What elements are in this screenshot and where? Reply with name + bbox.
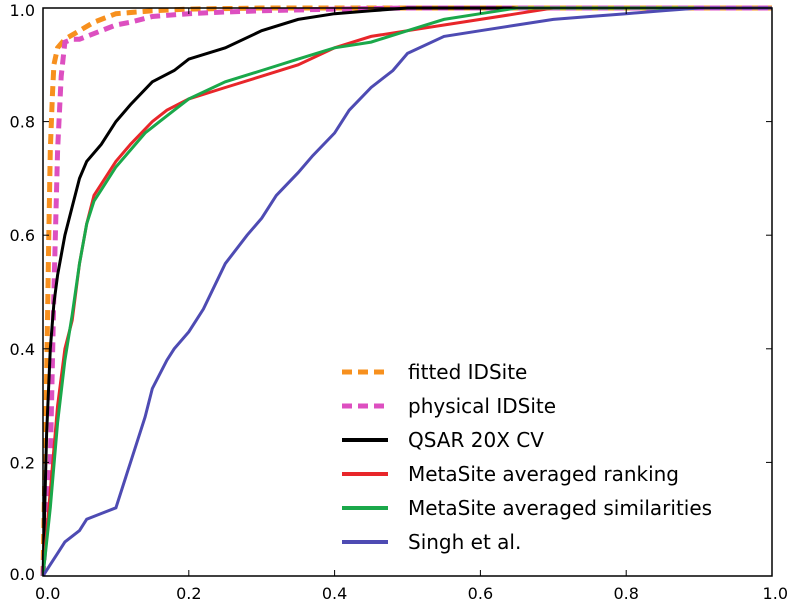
series-line-5 (41, 6, 772, 577)
legend-label-4: MetaSite averaged similarities (408, 496, 712, 520)
y-tick-label: 0.0 (10, 565, 35, 584)
x-tick-label: 0.2 (176, 584, 201, 603)
y-tick-label: 0.2 (10, 453, 35, 472)
y-tick-label: 0.8 (10, 113, 35, 132)
legend-label-3: MetaSite averaged ranking (408, 462, 679, 486)
series-line-0 (40, 5, 772, 577)
legend-label-1: physical IDSite (408, 394, 556, 418)
legend-label-5: Singh et al. (408, 530, 521, 554)
x-tick-label: 0.8 (613, 584, 638, 603)
x-tick-label: 0.6 (468, 584, 493, 603)
series-line-1 (40, 5, 772, 577)
series-line-2 (41, 6, 772, 577)
series-line-3 (41, 6, 772, 577)
legend-label-0: fitted IDSite (408, 360, 527, 384)
plot-frame (42, 7, 773, 577)
legend-label-2: QSAR 20X CV (408, 428, 544, 452)
x-tick-label: 1.0 (763, 584, 788, 603)
x-tick-label: 0.0 (35, 584, 60, 603)
series-line-4 (41, 6, 772, 577)
y-tick-label: 0.4 (10, 340, 35, 359)
y-tick-label: 1.0 (10, 1, 35, 20)
x-tick-label: 0.4 (322, 584, 347, 603)
y-tick-label: 0.6 (10, 226, 35, 245)
